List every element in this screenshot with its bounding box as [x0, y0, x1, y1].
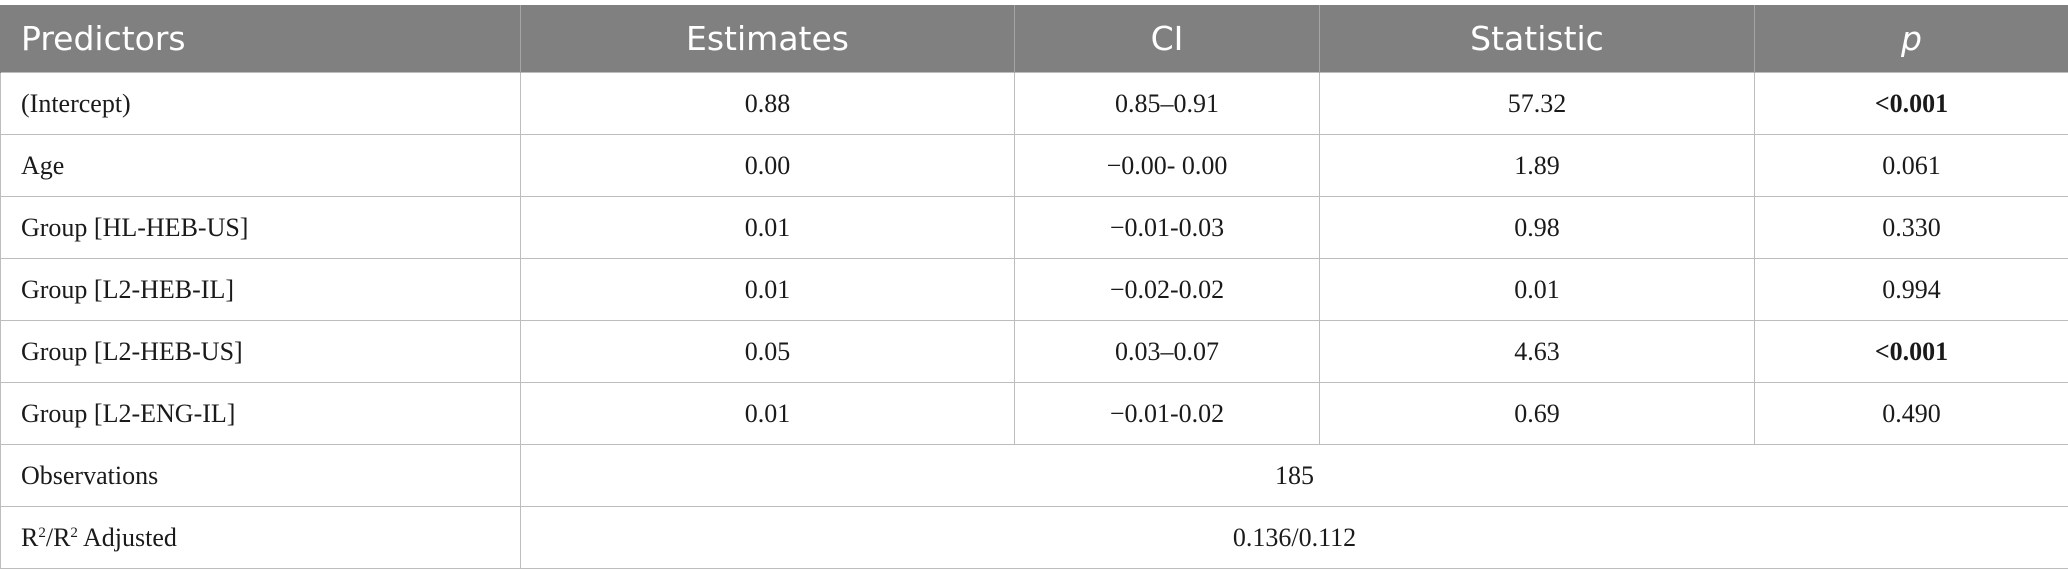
- p-cell: 0.061: [1754, 134, 2068, 197]
- estimate-cell: 0.01: [520, 258, 1015, 321]
- p-cell: 0.994: [1754, 258, 2068, 321]
- estimate-cell: 0.00: [520, 134, 1015, 197]
- table-row: Group [L2-HEB-US] 0.05 0.03–0.07 4.63 <0…: [0, 320, 2068, 383]
- header-row: Predictors Estimates CI Statistic p: [0, 5, 2068, 73]
- header-ci: CI: [1014, 5, 1320, 73]
- header-predictors: Predictors: [0, 5, 521, 73]
- r2-label: R2/R2 Adjusted: [0, 506, 521, 569]
- r2-row: R2/R2 Adjusted 0.136/0.112: [0, 506, 2068, 569]
- ci-cell: 0.03–0.07: [1014, 320, 1320, 383]
- ci-cell: −0.00- 0.00: [1014, 134, 1320, 197]
- p-cell: 0.490: [1754, 382, 2068, 445]
- predictor-cell: Group [L2-ENG-IL]: [0, 382, 521, 445]
- p-cell: 0.330: [1754, 196, 2068, 259]
- statistic-cell: 0.69: [1319, 382, 1755, 445]
- table-row: Group [L2-ENG-IL] 0.01 −0.01-0.02 0.69 0…: [0, 382, 2068, 445]
- r2-value: 0.136/0.112: [520, 506, 2068, 569]
- table-header: Predictors Estimates CI Statistic p: [0, 5, 2068, 73]
- header-estimates: Estimates: [520, 5, 1015, 73]
- statistic-cell: 1.89: [1319, 134, 1755, 197]
- estimate-cell: 0.88: [520, 72, 1015, 135]
- observations-row: Observations 185: [0, 444, 2068, 507]
- predictor-cell: Group [L2-HEB-IL]: [0, 258, 521, 321]
- p-cell: <0.001: [1754, 320, 2068, 383]
- observations-value: 185: [520, 444, 2068, 507]
- observations-label: Observations: [0, 444, 521, 507]
- ci-cell: −0.02-0.02: [1014, 258, 1320, 321]
- predictor-cell: (Intercept): [0, 72, 521, 135]
- table-row: Group [HL-HEB-US] 0.01 −0.01-0.03 0.98 0…: [0, 196, 2068, 259]
- table-row: (Intercept) 0.88 0.85–0.91 57.32 <0.001: [0, 72, 2068, 135]
- table-body: (Intercept) 0.88 0.85–0.91 57.32 <0.001 …: [0, 72, 2068, 569]
- ci-cell: 0.85–0.91: [1014, 72, 1320, 135]
- statistic-cell: 57.32: [1319, 72, 1755, 135]
- estimate-cell: 0.01: [520, 196, 1015, 259]
- ci-cell: −0.01-0.03: [1014, 196, 1320, 259]
- table-row: Age 0.00 −0.00- 0.00 1.89 0.061: [0, 134, 2068, 197]
- predictor-cell: Group [L2-HEB-US]: [0, 320, 521, 383]
- p-cell: <0.001: [1754, 72, 2068, 135]
- statistic-cell: 0.01: [1319, 258, 1755, 321]
- regression-table: Predictors Estimates CI Statistic p (Int…: [0, 5, 2068, 569]
- header-statistic: Statistic: [1319, 5, 1755, 73]
- estimate-cell: 0.05: [520, 320, 1015, 383]
- header-p: p: [1754, 5, 2068, 73]
- predictor-cell: Age: [0, 134, 521, 197]
- ci-cell: −0.01-0.02: [1014, 382, 1320, 445]
- estimate-cell: 0.01: [520, 382, 1015, 445]
- table-row: Group [L2-HEB-IL] 0.01 −0.02-0.02 0.01 0…: [0, 258, 2068, 321]
- statistic-cell: 4.63: [1319, 320, 1755, 383]
- statistic-cell: 0.98: [1319, 196, 1755, 259]
- predictor-cell: Group [HL-HEB-US]: [0, 196, 521, 259]
